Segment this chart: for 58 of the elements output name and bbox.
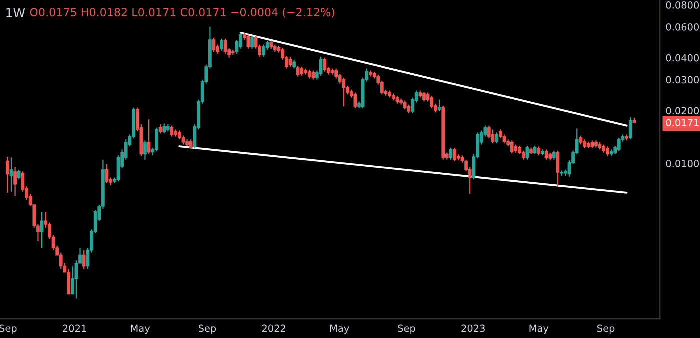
candlestick bbox=[354, 92, 358, 110]
x-tick-label: Sep bbox=[0, 324, 17, 334]
candlestick bbox=[262, 44, 266, 58]
candlestick bbox=[82, 250, 86, 270]
candlestick bbox=[453, 147, 456, 162]
candlestick bbox=[17, 169, 21, 180]
candlestick bbox=[617, 137, 621, 152]
y-tick-label: 0.0800 bbox=[666, 2, 700, 9]
x-tick-label: 2021 bbox=[63, 324, 86, 332]
candlestick bbox=[144, 140, 147, 160]
candlestick bbox=[10, 157, 14, 192]
y-tick-label: 0.0600 bbox=[666, 23, 700, 31]
candlestick bbox=[67, 268, 70, 295]
candlestick bbox=[319, 56, 323, 76]
candlestick bbox=[147, 119, 151, 155]
candlestick bbox=[162, 123, 166, 134]
candlestick bbox=[40, 211, 44, 249]
candlestick bbox=[556, 150, 560, 188]
candlestick bbox=[250, 35, 254, 50]
x-tick-label: May bbox=[330, 324, 350, 334]
candlestick bbox=[430, 95, 434, 110]
x-tick-label: 2022 bbox=[262, 324, 286, 332]
y-tick-label: 0.0100 bbox=[666, 160, 700, 168]
annotation: O0.0175 H0.0182 L0.0171 C0.0171 −0.0004 (−2.12%) bbox=[30, 8, 334, 18]
x-tick-label: Sep bbox=[598, 324, 615, 334]
text: 1W bbox=[6, 8, 26, 18]
candlestick bbox=[224, 38, 228, 55]
candlestick bbox=[296, 65, 300, 78]
y-tick-label: 0.0200 bbox=[666, 107, 700, 115]
candlestick bbox=[438, 99, 442, 112]
candlestick bbox=[312, 70, 316, 80]
candlestick bbox=[342, 77, 346, 108]
x-tick-label: Sep bbox=[398, 324, 416, 334]
candlestick bbox=[422, 91, 426, 102]
candlestick bbox=[246, 34, 250, 50]
y-tick-label: 0.0400 bbox=[666, 54, 700, 62]
candlestick bbox=[537, 146, 541, 156]
y-tick-label: 0.0300 bbox=[666, 76, 700, 84]
candlestick bbox=[628, 116, 632, 140]
x-tick-label: Sep bbox=[198, 324, 216, 334]
x-tick-label: May bbox=[530, 324, 549, 334]
x-tick-label: 2023 bbox=[462, 324, 485, 332]
candlestick bbox=[220, 38, 224, 52]
candlestick bbox=[212, 37, 216, 53]
candlestick bbox=[288, 56, 292, 68]
candlestick bbox=[105, 164, 109, 184]
y-tick-label: 0.0171 bbox=[666, 119, 699, 127]
candlestick bbox=[606, 146, 610, 157]
candlestick bbox=[6, 156, 10, 194]
candlestick bbox=[544, 149, 548, 160]
candlestick bbox=[334, 68, 338, 80]
candlestick bbox=[323, 57, 327, 72]
candlestick bbox=[488, 125, 491, 140]
candlestick bbox=[14, 166, 17, 197]
candlestick bbox=[510, 140, 514, 154]
candlestick bbox=[495, 132, 499, 144]
x-tick-label: May bbox=[131, 324, 150, 334]
candlestick bbox=[155, 127, 158, 152]
